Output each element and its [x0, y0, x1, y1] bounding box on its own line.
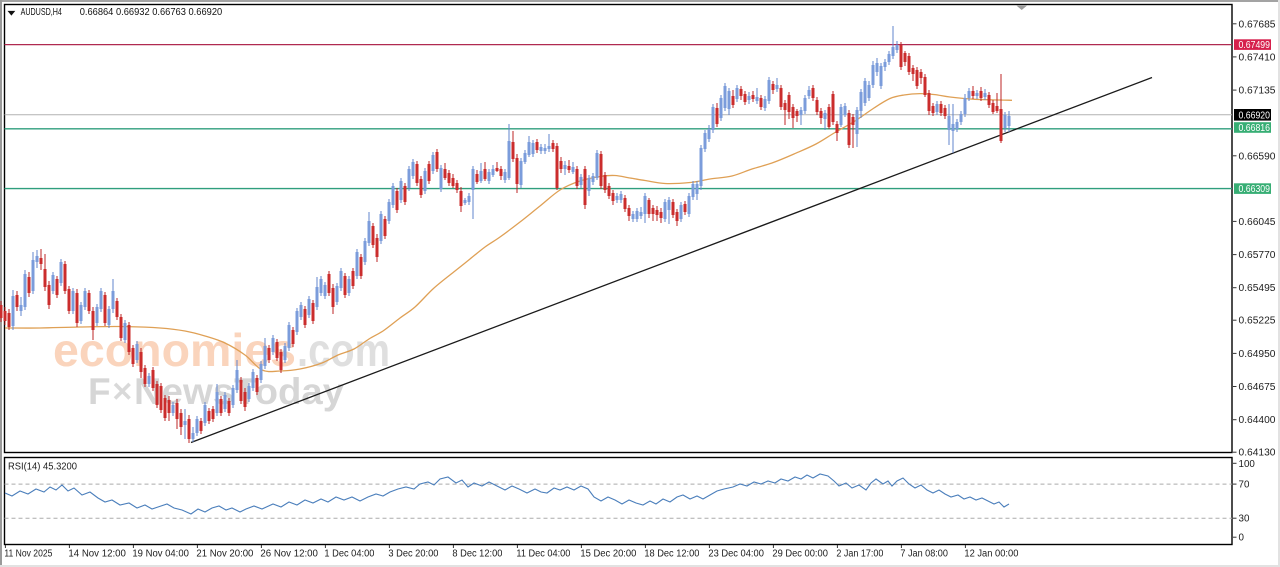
svg-text:8 Dec 12:00: 8 Dec 12:00 — [452, 549, 503, 560]
svg-text:100: 100 — [1239, 459, 1256, 470]
svg-text:F: F — [88, 371, 111, 412]
svg-text:0.67685: 0.67685 — [1239, 19, 1277, 30]
svg-text:0.64950: 0.64950 — [1239, 349, 1277, 360]
svg-text:14 Nov 12:00: 14 Nov 12:00 — [68, 549, 126, 560]
svg-text:15 Dec 20:00: 15 Dec 20:00 — [580, 549, 637, 560]
svg-text:30: 30 — [1239, 514, 1250, 525]
svg-text:0.66045: 0.66045 — [1239, 217, 1277, 228]
svg-text:0.64675: 0.64675 — [1239, 382, 1277, 393]
svg-text:0.65495: 0.65495 — [1239, 283, 1277, 294]
svg-text:11 Dec 04:00: 11 Dec 04:00 — [516, 549, 571, 560]
svg-text:0.64400: 0.64400 — [1239, 415, 1277, 426]
svg-text:21 Nov 20:00: 21 Nov 20:00 — [196, 549, 254, 560]
svg-text:2 Jan 17:00: 2 Jan 17:00 — [836, 549, 883, 560]
svg-text:0.67410: 0.67410 — [1239, 52, 1277, 63]
svg-text:12 Jan 00:00: 12 Jan 00:00 — [964, 549, 1019, 560]
svg-text:70: 70 — [1239, 480, 1250, 491]
svg-text:0.66590: 0.66590 — [1239, 151, 1277, 162]
svg-text:0.65770: 0.65770 — [1239, 250, 1277, 261]
svg-text:RSI(14) 45.3200: RSI(14) 45.3200 — [8, 462, 78, 473]
svg-text:1 Dec 04:00: 1 Dec 04:00 — [324, 549, 375, 560]
svg-text:18 Dec 12:00: 18 Dec 12:00 — [644, 549, 700, 560]
svg-text:0.65225: 0.65225 — [1239, 316, 1277, 327]
svg-text:26 Nov 12:00: 26 Nov 12:00 — [260, 549, 318, 560]
svg-text:7 Jan 08:00: 7 Jan 08:00 — [900, 549, 948, 560]
svg-text:0.67135: 0.67135 — [1239, 86, 1277, 97]
svg-text:0.67499: 0.67499 — [1239, 40, 1271, 51]
svg-text:0.66816: 0.66816 — [1239, 123, 1271, 134]
svg-text:0.66864 0.66932 0.66763 0.6692: 0.66864 0.66932 0.66763 0.66920 — [80, 7, 223, 18]
svg-text:29 Dec 00:00: 29 Dec 00:00 — [772, 549, 828, 560]
svg-text:AUDUSD,H4: AUDUSD,H4 — [21, 7, 63, 18]
svg-text:0: 0 — [1239, 533, 1245, 544]
svg-text:23 Dec 04:00: 23 Dec 04:00 — [708, 549, 764, 560]
svg-text:0.64130: 0.64130 — [1239, 448, 1277, 459]
svg-text:3 Dec 20:00: 3 Dec 20:00 — [388, 549, 439, 560]
svg-text:0.66920: 0.66920 — [1239, 110, 1271, 121]
svg-text:.com: .com — [297, 324, 390, 376]
svg-text:0.66309: 0.66309 — [1239, 184, 1271, 195]
svg-text:11 Nov 2025: 11 Nov 2025 — [4, 549, 52, 560]
svg-text:✕: ✕ — [111, 377, 134, 407]
svg-text:19 Nov 04:00: 19 Nov 04:00 — [132, 549, 189, 560]
